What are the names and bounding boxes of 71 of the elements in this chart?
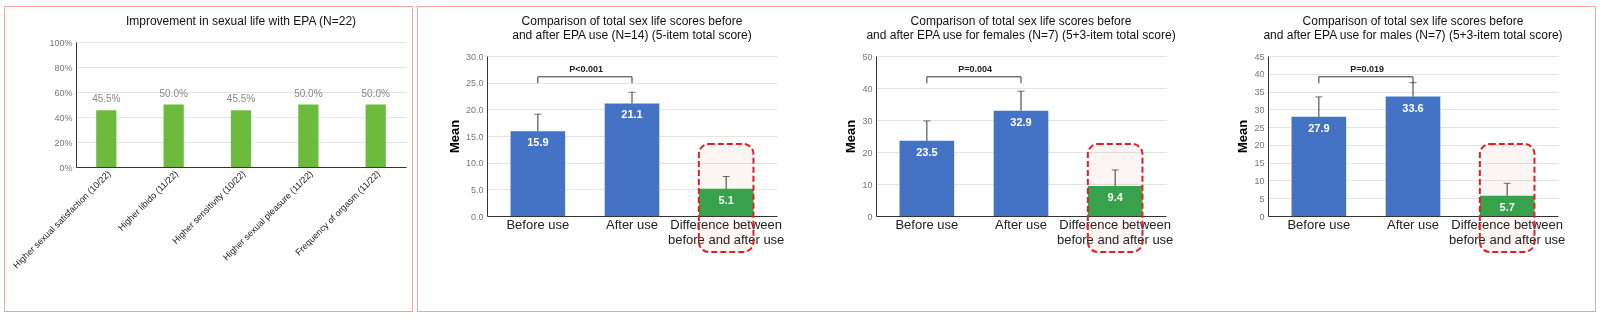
chart-title: Comparison of total sex life scores before and after EPA use for females (N=7) (5+3-item total score) bbox=[866, 14, 1176, 42]
data-label: 45.5% bbox=[92, 93, 121, 105]
y-tick-label: 40 bbox=[862, 83, 873, 94]
y-tick-label: 0.0 bbox=[470, 211, 484, 222]
data-label: 23.5 bbox=[916, 145, 938, 158]
y-tick-label: 15.0 bbox=[465, 131, 484, 142]
y-tick-label: 40 bbox=[1254, 69, 1265, 80]
data-label: 9.4 bbox=[1107, 190, 1124, 203]
y-tick-label: 20 bbox=[1254, 140, 1265, 151]
y-tick-label: 35 bbox=[1254, 87, 1265, 98]
y-tick-label: 30 bbox=[862, 115, 873, 126]
y-tick-label: 10 bbox=[862, 179, 873, 190]
chart-title: Improvement in sexual life with EPA (N=22) bbox=[125, 14, 357, 28]
bar bbox=[1385, 96, 1441, 216]
y-tick-label: 0 bbox=[867, 211, 873, 222]
x-tick-label: Before use bbox=[506, 216, 570, 232]
y-tick-label: 100% bbox=[49, 37, 73, 48]
bar bbox=[899, 140, 955, 216]
y-tick-label: 25.0 bbox=[465, 78, 484, 89]
data-label: 15.9 bbox=[527, 136, 549, 149]
annotation: P=0.019 bbox=[1350, 63, 1385, 74]
x-tick-label: Difference between before and after use bbox=[667, 216, 785, 247]
annotation: P=0.004 bbox=[958, 63, 993, 74]
y-tick-label: 5 bbox=[1259, 193, 1265, 204]
y-axis-title: Mean bbox=[1235, 119, 1251, 154]
bar bbox=[1087, 185, 1143, 216]
data-label: 33.6 bbox=[1402, 101, 1424, 114]
annotation: P<0.001 bbox=[569, 63, 604, 74]
y-tick-label: 10 bbox=[1254, 175, 1265, 186]
x-tick-label: Before use bbox=[1287, 216, 1351, 232]
y-tick-label: 40% bbox=[54, 112, 73, 123]
y-tick-label: 20 bbox=[862, 147, 873, 158]
y-tick-label: 5.0 bbox=[470, 184, 484, 195]
y-tick-label: 60% bbox=[54, 87, 73, 98]
bar bbox=[510, 131, 566, 216]
bar bbox=[1479, 195, 1535, 216]
data-label: 5.7 bbox=[1499, 200, 1515, 213]
bar bbox=[698, 188, 754, 216]
x-tick-label: Before use bbox=[895, 216, 959, 232]
data-label: 5.1 bbox=[718, 193, 734, 206]
data-label: 50.0% bbox=[294, 87, 323, 99]
data-label: 27.9 bbox=[1308, 121, 1330, 134]
y-tick-label: 30.0 bbox=[465, 51, 484, 62]
y-tick-label: 45 bbox=[1254, 51, 1265, 62]
y-tick-label: 25 bbox=[1254, 122, 1265, 133]
y-tick-label: 20.0 bbox=[465, 104, 484, 115]
chart-title: Comparison of total sex life scores before and after EPA use (N=14) (5-item total score) bbox=[512, 14, 752, 42]
y-tick-label: 80% bbox=[54, 62, 73, 73]
y-tick-label: 10.0 bbox=[465, 158, 484, 169]
x-tick-label: Difference between before and after use bbox=[1056, 216, 1174, 247]
bar bbox=[1291, 116, 1347, 216]
data-label: 50.0% bbox=[361, 87, 390, 99]
y-tick-label: 0 bbox=[1259, 211, 1265, 222]
y-tick-label: 0% bbox=[59, 162, 73, 173]
x-tick-label: Difference between before and after use bbox=[1448, 216, 1566, 247]
data-label: 21.1 bbox=[621, 108, 643, 121]
data-label: 32.9 bbox=[1010, 115, 1032, 128]
y-tick-label: 20% bbox=[54, 137, 73, 148]
x-tick-label: After use bbox=[605, 216, 659, 232]
x-tick-label: After use bbox=[1386, 216, 1440, 232]
bar bbox=[604, 103, 660, 216]
data-label: 45.5% bbox=[226, 93, 256, 105]
bar bbox=[993, 110, 1049, 216]
chart-title: Comparison of total sex life scores before and after EPA use for males (N=7) (5+3-item total score) bbox=[1263, 14, 1563, 42]
y-axis-title: Mean bbox=[843, 119, 859, 154]
x-tick-label: After use bbox=[994, 216, 1048, 232]
y-tick-label: 50 bbox=[862, 51, 873, 62]
y-tick-label: 30 bbox=[1254, 104, 1265, 115]
y-tick-label: 15 bbox=[1254, 158, 1265, 169]
y-axis-title: Mean bbox=[446, 119, 462, 154]
data-label: 50.0% bbox=[159, 87, 188, 99]
